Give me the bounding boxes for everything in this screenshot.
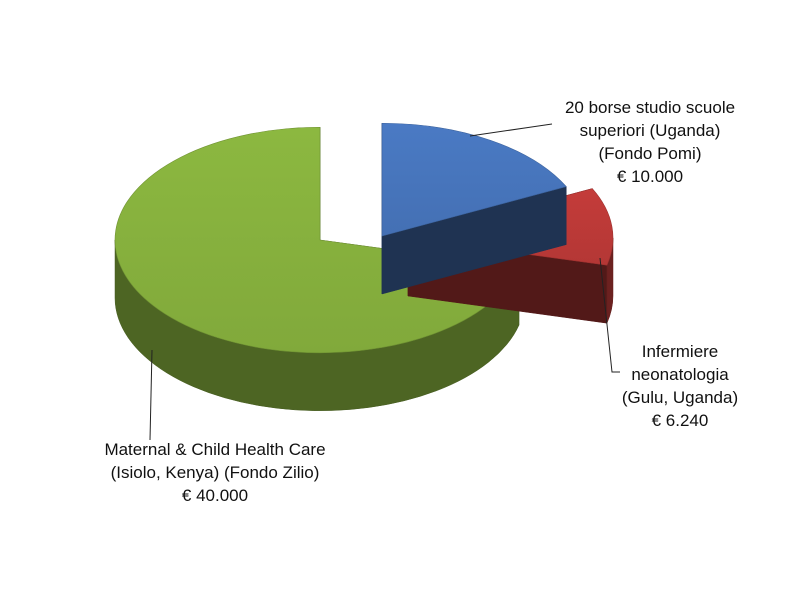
slice-borse-studio	[381, 122, 567, 237]
slice-label-line: neonatologia	[631, 365, 729, 384]
leader-line-maternal-child	[149, 349, 153, 441]
slice-label-line: Infermiere	[641, 342, 719, 361]
slice-label-line: € 40.000	[181, 486, 249, 505]
slice-label-infermiere: Infermiere neonatologia (Gulu, Uganda) €…	[590, 340, 770, 432]
slice-label-line: (Isiolo, Kenya) (Fondo Zilio)	[110, 463, 320, 482]
slice-label-maternal-child: Maternal & Child Health Care (Isiolo, Ke…	[80, 438, 350, 507]
slice-label-line: (Gulu, Uganda)	[621, 388, 739, 407]
leader-line-infermiere	[599, 257, 620, 373]
leader-line-borse-studio	[469, 123, 553, 137]
slice-label-line: superiori (Uganda)	[579, 121, 721, 140]
slice-label-line: € 6.240	[651, 411, 709, 430]
slice-label-line: Maternal & Child Health Care	[104, 440, 326, 459]
slice-label-line: € 10.000	[616, 167, 684, 186]
slice-label-line: 20 borse studio scuole	[564, 98, 736, 117]
slice-label-line: (Fondo Pomi)	[598, 144, 702, 163]
slice-label-borse-studio: 20 borse studio scuole superiori (Uganda…	[535, 96, 765, 188]
